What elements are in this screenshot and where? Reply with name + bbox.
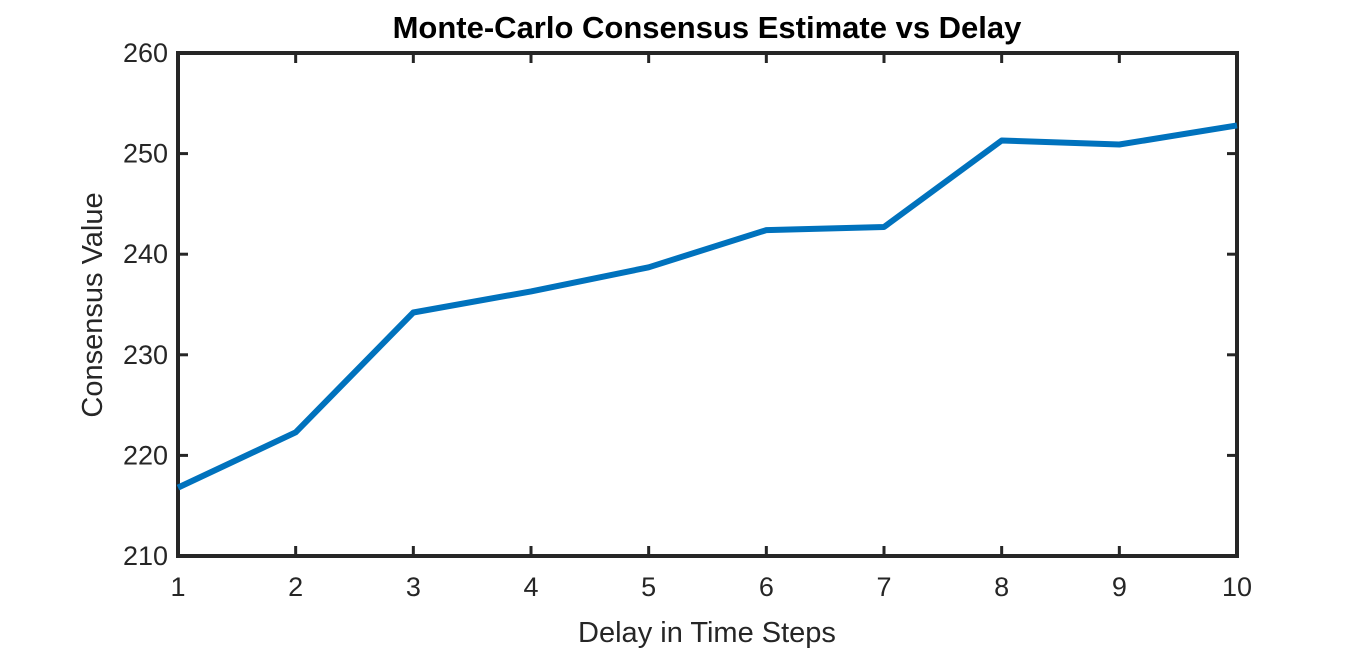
y-tick-label: 230 xyxy=(123,340,168,370)
data-series-layer xyxy=(176,122,1238,491)
x-tick-label: 2 xyxy=(288,572,303,602)
x-tick-label: 7 xyxy=(876,572,891,602)
y-axis-label: Consensus Value xyxy=(77,192,109,417)
x-tick-label: 10 xyxy=(1222,572,1252,602)
y-axis-ticks: 210 220 230 240 250 260 xyxy=(123,38,1237,571)
y-tick-label: 250 xyxy=(123,139,168,169)
x-tick-label: 5 xyxy=(641,572,656,602)
y-tick-label: 240 xyxy=(123,239,168,269)
series-line xyxy=(176,122,1238,491)
plot-area xyxy=(176,51,1239,558)
x-axis-label: Delay in Time Steps xyxy=(578,617,836,649)
chart-title: Monte-Carlo Consensus Estimate vs Delay xyxy=(393,10,1023,45)
y-tick-label: 260 xyxy=(123,38,168,68)
y-tick-label: 220 xyxy=(123,440,168,470)
x-tick-label: 1 xyxy=(170,572,185,602)
x-tick-label: 9 xyxy=(1112,572,1127,602)
x-tick-label: 8 xyxy=(994,572,1009,602)
plot-box xyxy=(176,51,1239,558)
x-tick-label: 6 xyxy=(759,572,774,602)
x-tick-label: 4 xyxy=(523,572,538,602)
x-axis-ticks: 1 2 3 4 5 6 7 8 9 10 xyxy=(170,53,1252,602)
y-tick-label: 210 xyxy=(123,541,168,571)
x-tick-label: 3 xyxy=(406,572,421,602)
